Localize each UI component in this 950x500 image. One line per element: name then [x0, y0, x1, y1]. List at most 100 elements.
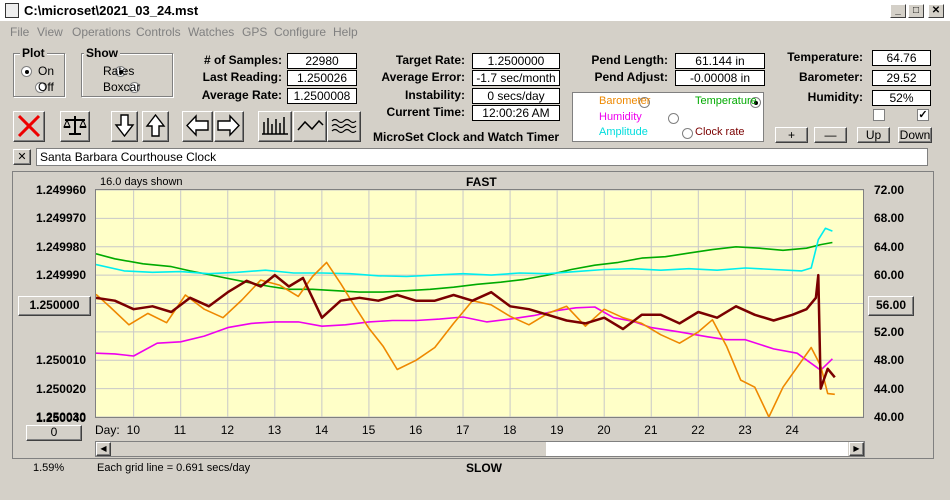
bar-graph-button[interactable] [258, 111, 292, 142]
right-tick: 72.00 [874, 183, 905, 197]
line-graph-button[interactable] [293, 111, 327, 142]
horizontal-scrollbar[interactable]: ◀ ▶ [95, 441, 865, 457]
menu-view[interactable]: View [37, 25, 63, 39]
amplitude-option: Amplitude [599, 126, 648, 138]
left-tick: 1.249990 [35, 268, 86, 282]
left-tick: 1.249980 [35, 240, 86, 254]
left-tick: 1.249960 [35, 183, 86, 197]
barometer-field: 29.52 [872, 70, 931, 86]
bar-graph-icon [262, 117, 288, 135]
chart-svg [95, 189, 863, 418]
scale-icon [63, 116, 87, 135]
day-tick: 10 [126, 423, 140, 437]
window-title: C:\microset\2021_03_24.mst [24, 3, 199, 18]
menu-watches[interactable]: Watches [188, 25, 235, 39]
show-rates-label: Rates [103, 64, 135, 78]
plot-on-label: On [38, 64, 55, 78]
right-tick: 48.00 [874, 353, 905, 367]
balance-button[interactable] [60, 111, 90, 142]
menu-configure[interactable]: Configure [274, 25, 327, 39]
move-up-button[interactable] [142, 111, 169, 142]
plot-off-label: Off [38, 80, 54, 94]
days-shown-label: 16.0 days shown [100, 176, 183, 188]
scroll-right-button[interactable] [214, 111, 244, 142]
app-title: MicroSet Clock and Watch Timer [373, 130, 560, 144]
menu-file[interactable]: File [10, 25, 30, 39]
percent-readout: 1.59% [33, 462, 65, 474]
grid-note: Each grid line = 0.691 secs/day [97, 462, 251, 474]
humidity-label: Humidity: [807, 90, 863, 104]
right-tick: 68.00 [874, 211, 905, 225]
left-tick: 1.250040 [35, 411, 86, 425]
stop-button[interactable] [13, 111, 45, 142]
maximize-button[interactable]: □ [908, 4, 924, 18]
arrow-down-icon [114, 114, 135, 138]
wave-graph-icon [331, 118, 357, 134]
scroll-right-arrow[interactable]: ▶ [849, 442, 864, 456]
app-icon [5, 3, 19, 18]
left-checkbox[interactable] [873, 109, 885, 121]
temperature-label: Temperature: [787, 50, 863, 64]
right-checkbox[interactable]: ✓ [917, 109, 929, 121]
day-tick: 16 [408, 423, 423, 437]
average-rate-field: 1.2500008 [287, 88, 357, 104]
humidity-field: 52% [872, 90, 931, 106]
current-time-field: 12:00:26 AM [472, 105, 560, 121]
clear-clock-button[interactable]: ✕ [13, 149, 31, 165]
offset-value-button[interactable]: 0 [26, 425, 82, 441]
scroll-track[interactable] [546, 442, 848, 456]
temperature-radio[interactable] [749, 97, 761, 108]
left-tick: 1.249970 [35, 211, 86, 225]
current-time-label: Current Time: [386, 105, 465, 119]
plot-off-radio[interactable] [35, 82, 47, 93]
menu-operations[interactable]: Operations [72, 25, 131, 39]
menu-gps[interactable]: GPS [242, 25, 268, 39]
humidity-option: Humidity [599, 111, 642, 123]
down-button[interactable]: Down [898, 127, 932, 143]
menu-controls[interactable]: Controls [136, 25, 181, 39]
series-barometer [95, 261, 835, 418]
slow-label: SLOW [466, 461, 502, 475]
scroll-left-arrow[interactable]: ◀ [96, 442, 111, 456]
left-tick: 1.250030 [35, 410, 86, 424]
instability-label: Instability: [404, 88, 465, 102]
left-axis-value-button[interactable]: 1.250000 [18, 296, 91, 316]
barometer-radio[interactable] [639, 97, 651, 108]
right-axis-value-button[interactable]: 56.00 [868, 296, 914, 316]
pend-adjust-field: -0.00008 in [675, 70, 765, 86]
day-tick: 14 [314, 423, 329, 437]
show-rates-radio[interactable] [114, 66, 126, 77]
samples-label: # of Samples: [203, 53, 282, 67]
average-rate-label: Average Rate: [201, 88, 282, 102]
stop-icon [17, 114, 41, 138]
right-axis: 72.00 68.00 64.00 60.00 52.00 48.00 44.0… [872, 180, 922, 430]
wave-graph-button[interactable] [327, 111, 361, 142]
minus-button[interactable]: — [814, 127, 847, 143]
scroll-left-button[interactable] [182, 111, 213, 142]
minimize-button[interactable]: _ [890, 4, 906, 18]
samples-field: 22980 [287, 53, 357, 69]
day-tick: 24 [785, 423, 799, 437]
left-tick: 1.250010 [35, 353, 86, 367]
menu-help[interactable]: Help [333, 25, 358, 39]
arrow-left-icon [186, 114, 209, 137]
day-tick: 19 [550, 423, 564, 437]
show-group-title: Show [84, 46, 120, 60]
day-tick: 13 [267, 423, 282, 437]
up-button[interactable]: Up [857, 127, 890, 143]
pend-length-field[interactable]: 61.144 in [675, 53, 765, 69]
move-down-button[interactable] [111, 111, 138, 142]
show-boxcar-radio[interactable] [129, 82, 141, 93]
amplitude-radio[interactable] [682, 128, 694, 139]
close-button[interactable]: ✕ [928, 4, 944, 18]
plot-area [95, 189, 864, 418]
clock-name-field[interactable]: Santa Barbara Courthouse Clock [36, 148, 928, 166]
humidity-radio[interactable] [668, 113, 680, 124]
target-rate-field[interactable]: 1.2500000 [472, 53, 560, 69]
day-tick: 22 [691, 423, 705, 437]
instability-field: 0 secs/day [472, 88, 560, 104]
plus-button[interactable]: + [775, 127, 808, 143]
day-tick: 15 [361, 423, 376, 437]
left-axis: 1.249960 1.249970 1.249980 1.249990 1.25… [20, 180, 88, 430]
plot-on-radio[interactable] [21, 66, 32, 77]
